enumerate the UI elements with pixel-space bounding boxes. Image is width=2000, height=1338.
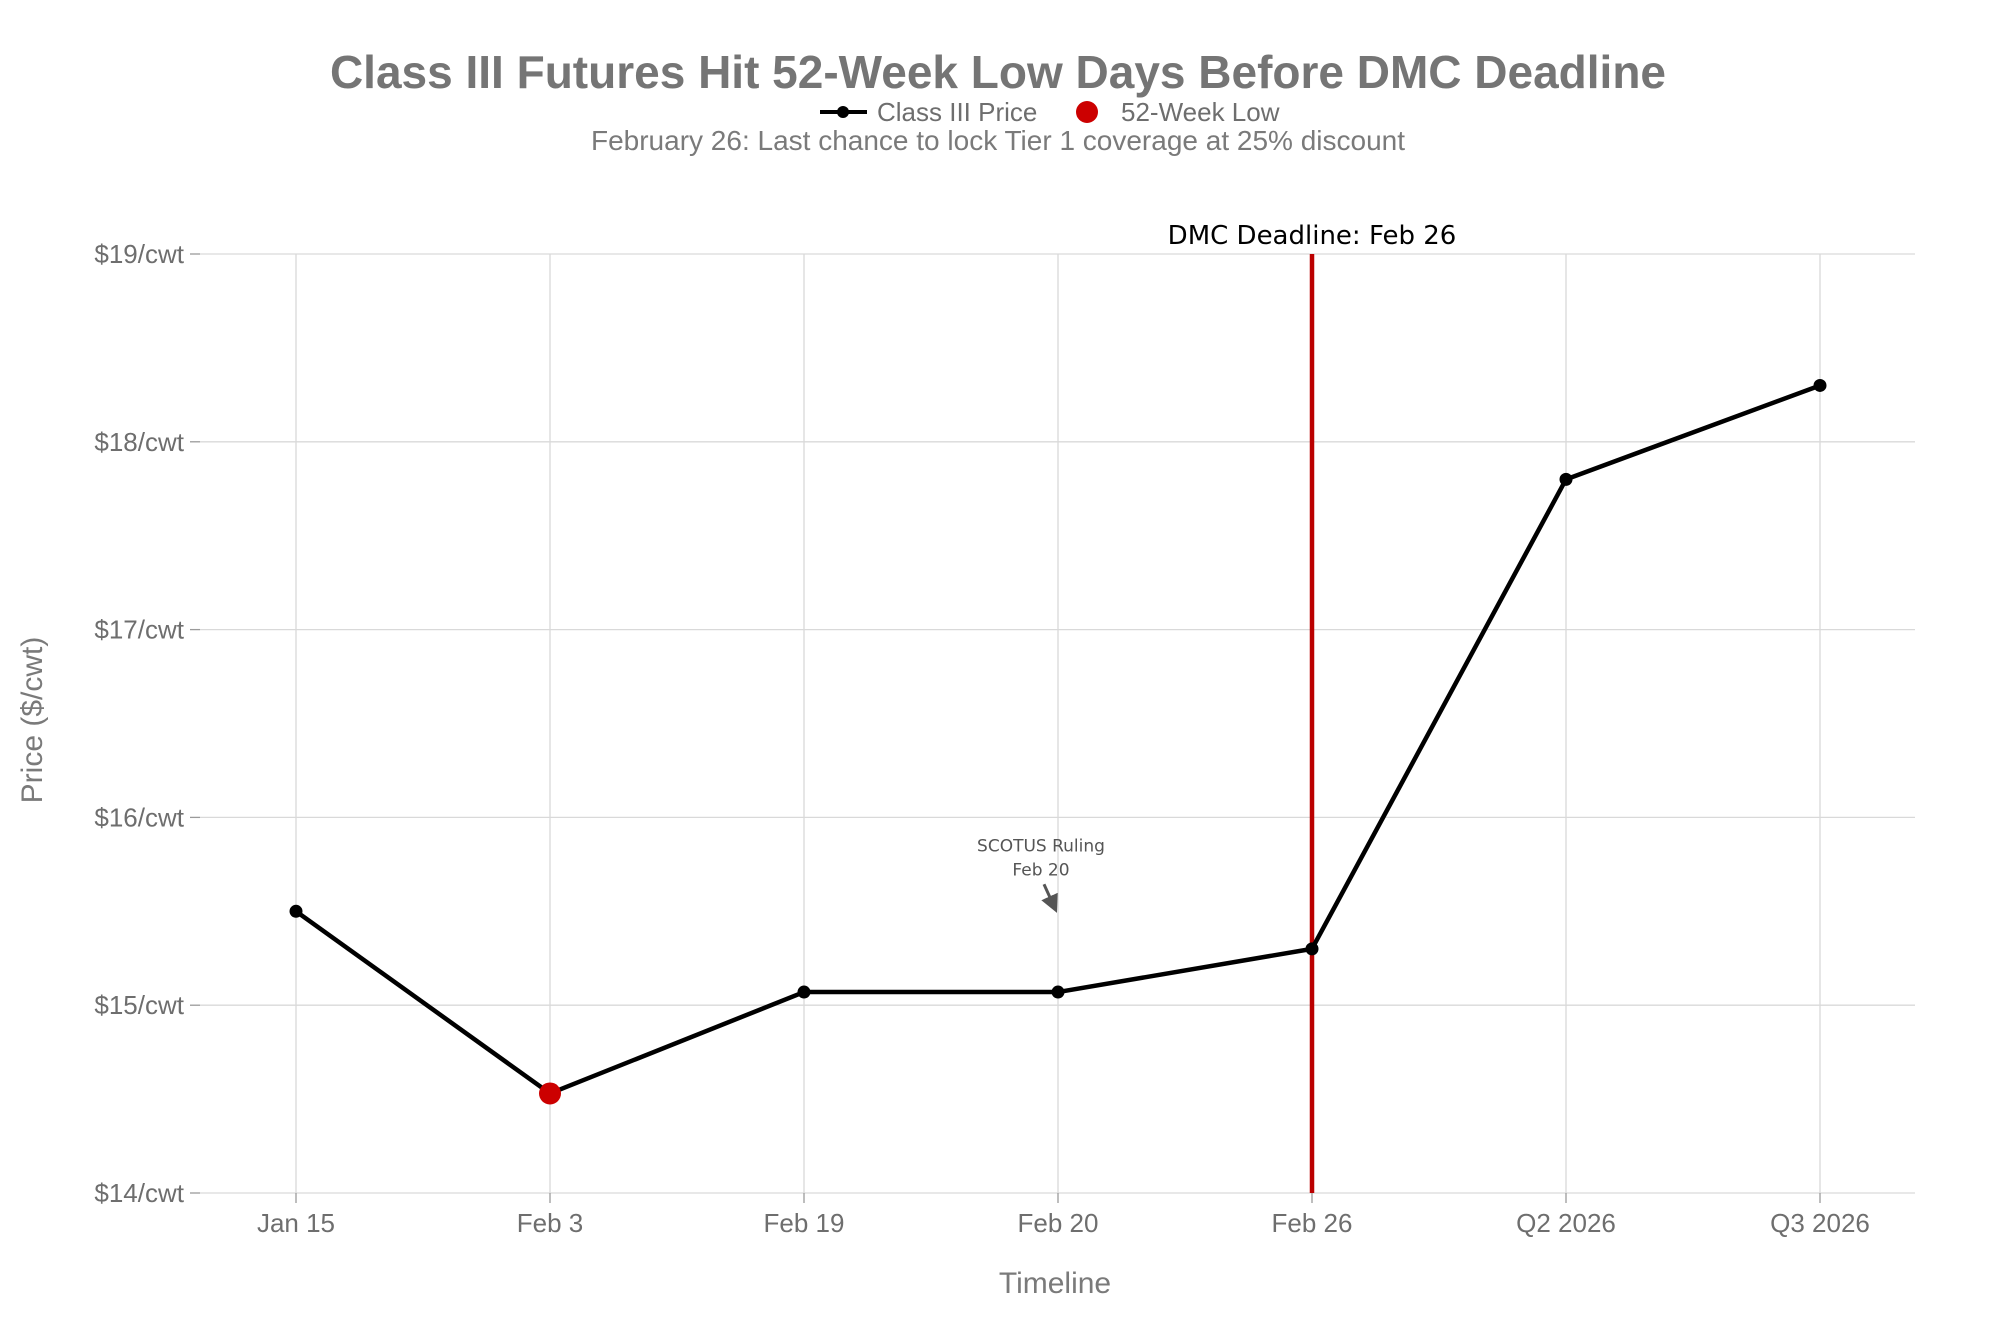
y-tick-label: $15/cwt	[94, 990, 184, 1020]
x-tick-label: Feb 26	[1272, 1208, 1353, 1238]
data-point	[1051, 985, 1065, 999]
legend-label-52-week-low: 52-Week Low	[1121, 97, 1280, 127]
data-point	[797, 985, 811, 999]
data-point	[1305, 942, 1319, 956]
y-tick-label: $14/cwt	[94, 1178, 184, 1208]
y-tick-label: $17/cwt	[94, 615, 184, 645]
highlight-point-52-week-low	[539, 1082, 561, 1105]
data-point	[289, 904, 303, 918]
x-tick-label: Q2 2026	[1516, 1208, 1616, 1238]
deadline-label: DMC Deadline: Feb 26	[1168, 221, 1457, 251]
series-layer	[289, 378, 1827, 1105]
x-tick-label: Feb 19	[764, 1208, 845, 1238]
y-tick-label: $16/cwt	[94, 802, 184, 832]
vertical-line-layer: DMC Deadline: Feb 26	[1168, 221, 1457, 1193]
x-tick-label: Feb 20	[1018, 1208, 1099, 1238]
legend: Class III Price 52-Week Low	[820, 97, 1280, 127]
annotation-layer: SCOTUS Ruling Feb 20	[977, 836, 1105, 913]
legend-label-class-iii-price: Class III Price	[877, 97, 1037, 127]
data-point	[1813, 378, 1827, 392]
annotation-arrow	[1041, 883, 1058, 913]
y-tick-label: $19/cwt	[94, 239, 184, 269]
x-axis-title: Timeline	[999, 1267, 1111, 1300]
x-tick-label: Q3 2026	[1770, 1208, 1870, 1238]
data-point	[1559, 472, 1573, 486]
legend-line-dot	[837, 106, 849, 118]
y-tick-label: $18/cwt	[94, 427, 184, 457]
y-tick-layer: $14/cwt $15/cwt $16/cwt $17/cwt $18/cwt $19/c…	[94, 239, 200, 1208]
x-tick-layer: Jan 15 Feb 3 Feb 19 Feb 20 Feb 26 Q2 2026 Q3 2…	[257, 1193, 1870, 1238]
chart-title: Class III Futures Hit 52-Week Low Days B…	[330, 46, 1666, 98]
annotation-text-line: Feb 20	[1012, 860, 1069, 880]
grid-layer	[200, 253, 1915, 1194]
y-axis-title: Price ($/cwt)	[16, 637, 49, 804]
legend-dot-52-week-low	[1076, 101, 1098, 123]
annotation-text-line: SCOTUS Ruling	[977, 836, 1105, 856]
chart-subtitle: February 26: Last chance to lock Tier 1 …	[591, 125, 1405, 156]
x-tick-label: Feb 3	[517, 1208, 584, 1238]
x-tick-label: Jan 15	[257, 1208, 335, 1238]
